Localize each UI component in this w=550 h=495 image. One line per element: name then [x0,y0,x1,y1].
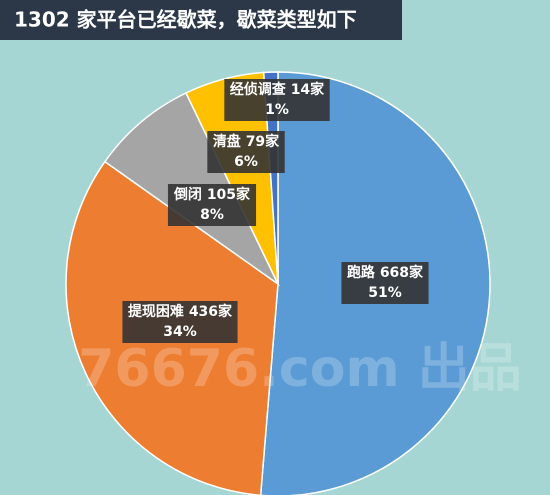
percent-label: 1% [265,102,289,118]
pie-slice [262,71,279,285]
value-label: 436家 [189,303,233,320]
label-box [224,79,330,121]
slice-label: 清盘 79家 6% [207,131,285,173]
slice-label: 跑路 668家 51% [341,262,429,304]
slice-label: 提现困难 436家 34% [122,301,238,343]
slice-label: 倒闭 105家 8% [167,184,257,226]
percent-label: 34% [163,324,197,340]
percent-label: 51% [368,285,402,301]
category-name: 清盘 [213,133,241,150]
category-name: 跑路 [347,264,376,281]
percent-label: 6% [234,154,258,170]
category-name: 经侦调查 [230,81,287,98]
watermark: 76676.com 出品 [78,339,522,399]
category-label: 提现困难 436家 [128,303,233,320]
label-box [122,301,238,343]
labels: 跑路 668家 51% 提现困难 436家 34% 倒闭 105家 8% 清盘 79家 6% 经… [122,79,429,343]
value-label: 79家 [246,133,280,150]
value-label: 105家 [207,186,251,203]
category-name: 倒闭 [173,186,202,203]
category-label: 倒闭 105家 [173,186,251,203]
chart-title: 1302 家平台已经歇菜，歇菜类型如下 [14,8,357,32]
category-label: 经侦调查 14家 [230,81,325,98]
title-bar [0,0,402,40]
label-box [207,131,285,173]
percent-label: 8% [200,207,224,223]
category-label: 跑路 668家 [347,264,424,281]
category-name: 提现困难 [128,303,184,320]
value-label: 668家 [380,264,424,281]
value-label: 14家 [291,81,325,98]
label-box [167,184,257,226]
label-box [341,262,429,304]
category-label: 清盘 79家 [213,133,280,150]
